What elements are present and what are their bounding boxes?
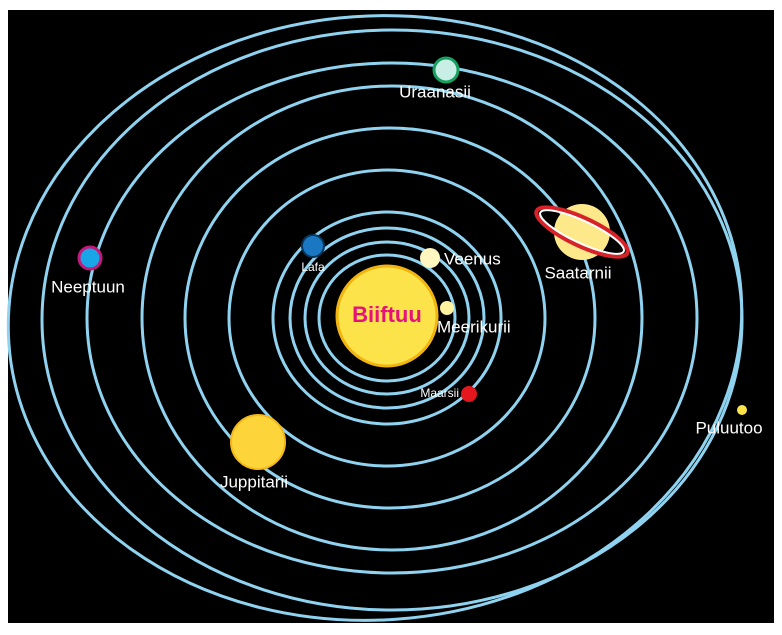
orbit — [303, 240, 471, 396]
planet — [77, 245, 103, 271]
orbit — [271, 210, 503, 426]
orbits — [6, 14, 744, 622]
planet — [432, 56, 460, 84]
planet — [737, 405, 747, 415]
planet — [301, 234, 325, 258]
planet-ring — [534, 205, 630, 259]
planet-label: Neeptuun — [51, 277, 125, 296]
planet — [461, 386, 477, 402]
orbit — [288, 226, 486, 410]
sun — [335, 264, 439, 368]
sun-label: Biiftuu — [352, 302, 422, 327]
orbit — [6, 14, 744, 622]
orbit — [183, 126, 597, 510]
planet-label: Meerikurii — [437, 317, 511, 336]
planet — [440, 301, 454, 315]
planet — [554, 204, 610, 260]
orbit — [140, 84, 644, 552]
planet — [420, 248, 440, 268]
orbit — [85, 61, 699, 575]
planet-label: Maarsii — [420, 386, 459, 400]
orbit — [317, 253, 457, 383]
planet-label: Veenus — [444, 249, 501, 268]
planet-label: Juppitarii — [220, 472, 288, 491]
orbit — [227, 168, 547, 468]
planet-label: Saatarnii — [544, 263, 611, 282]
planet-ring — [539, 209, 625, 255]
planet — [230, 414, 286, 470]
planet-label: Puluutoo — [695, 418, 762, 437]
planet-label: Lafa — [301, 260, 325, 274]
planet-label: Uraanasii — [399, 82, 471, 101]
